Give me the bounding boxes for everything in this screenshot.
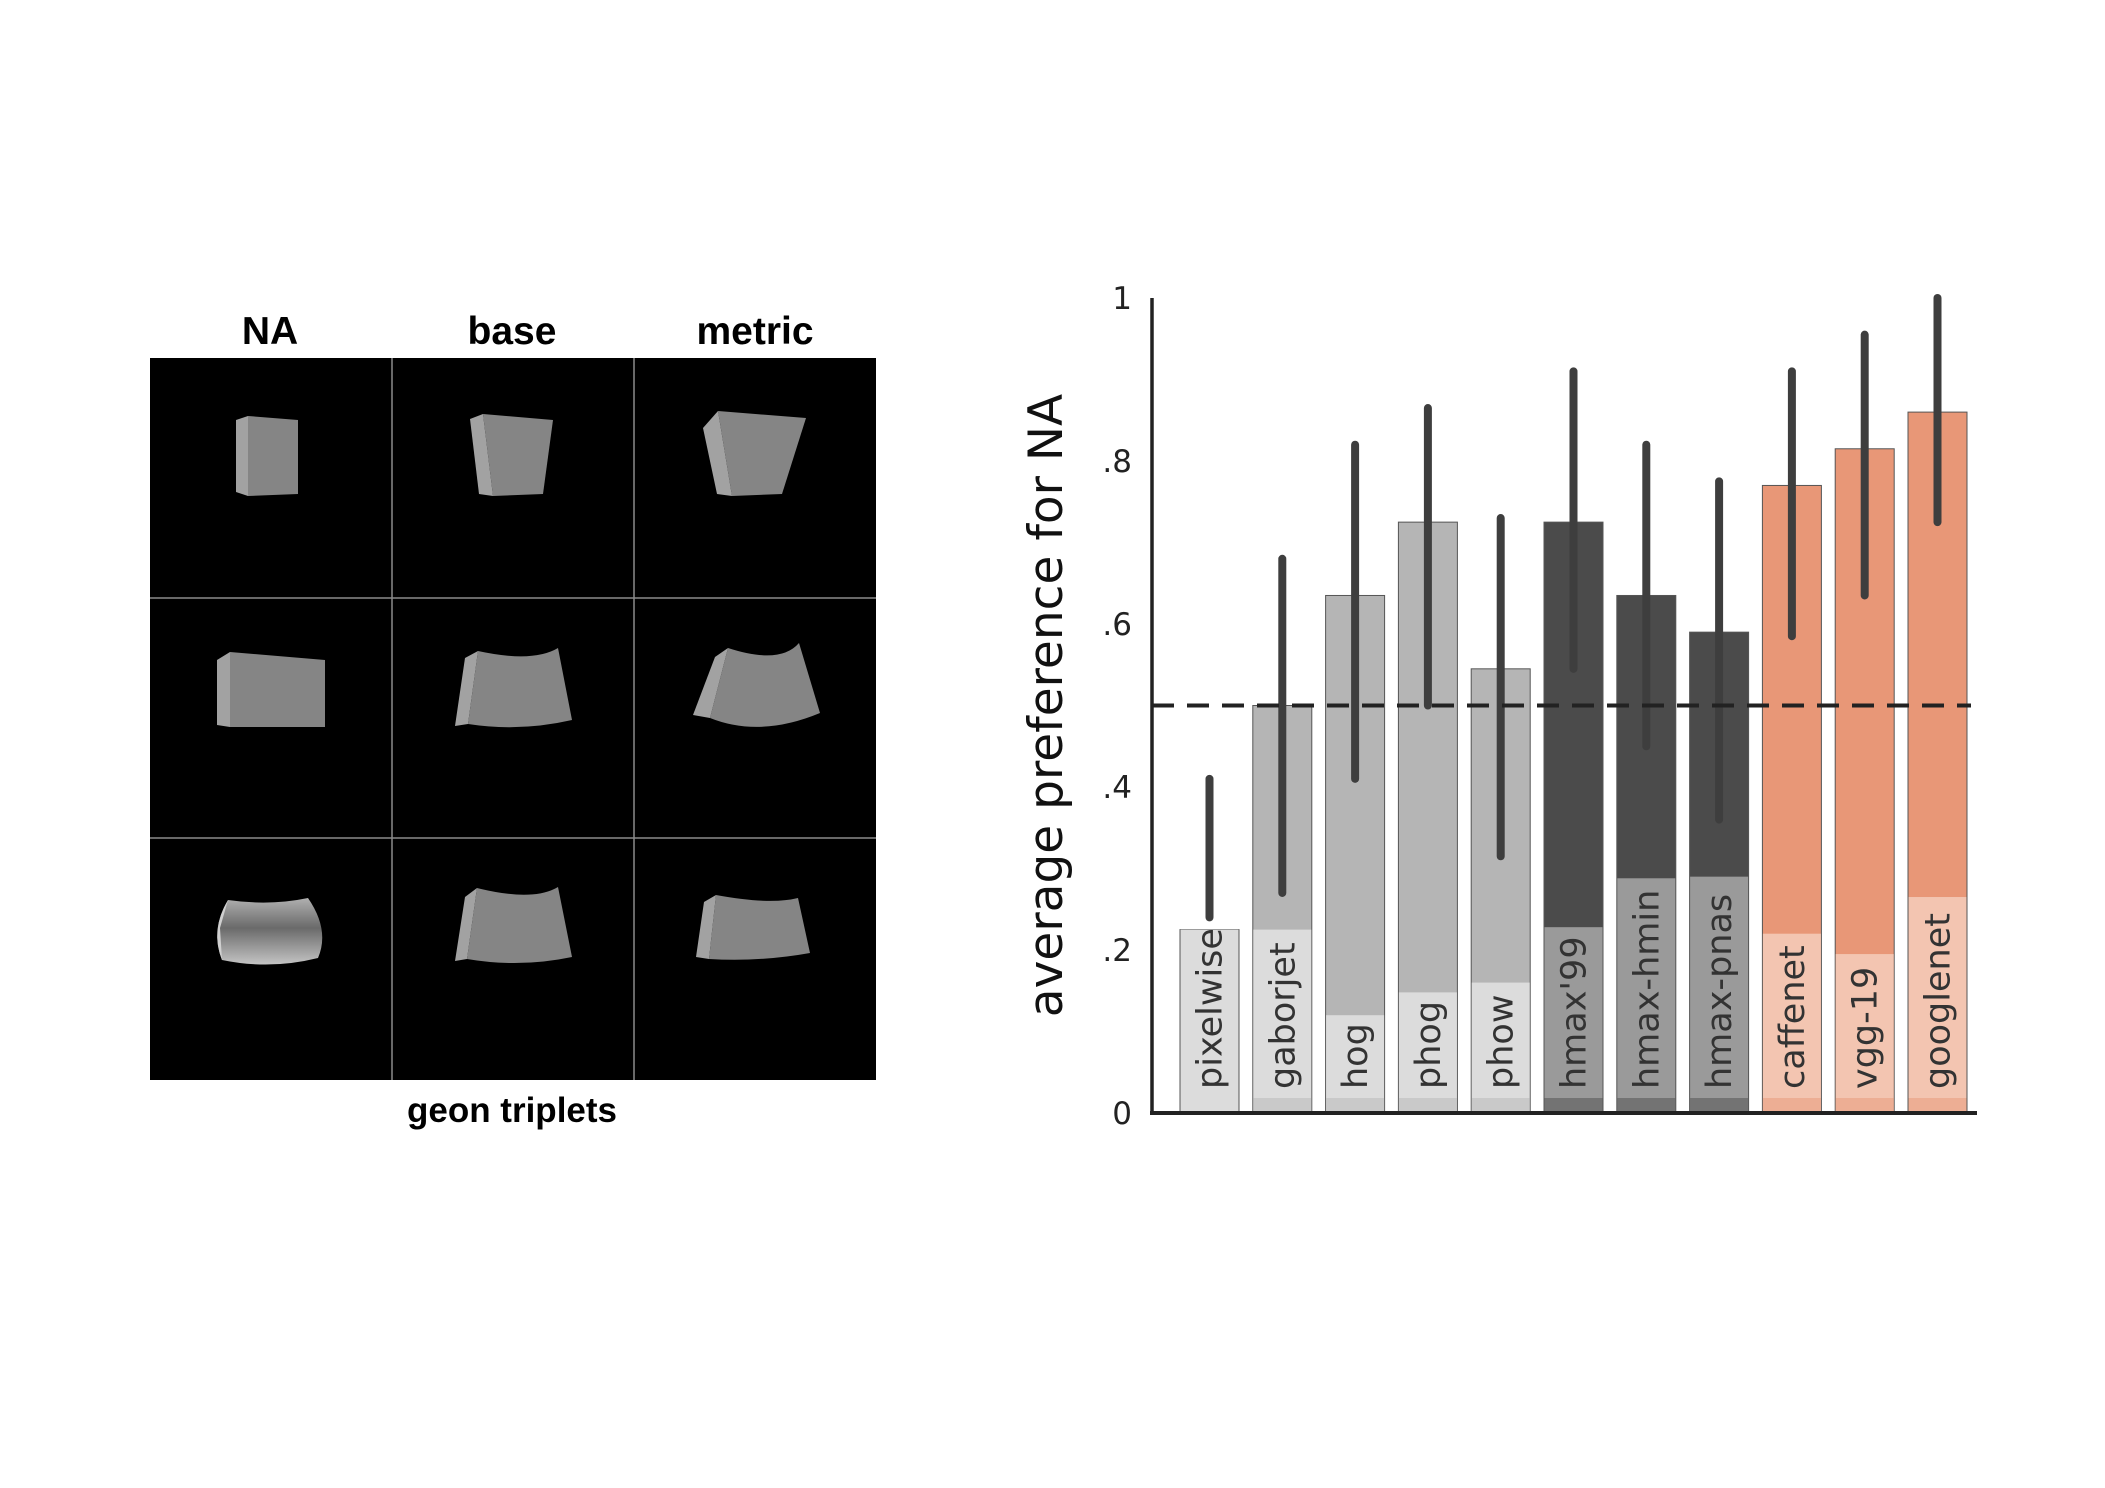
category-label-8: caffenet [1773, 945, 1813, 1089]
panel-caption: geon triplets [407, 1091, 617, 1130]
geon-row3-base [455, 887, 572, 964]
y-ticks-layer: 0 .2 .4 .6 .8 1 [1102, 281, 1132, 1132]
bar-inner-9 [1835, 954, 1894, 1113]
geon-row2-base [455, 648, 572, 728]
bar-base-4 [1471, 1098, 1530, 1113]
category-label-0: pixelwise [1191, 928, 1231, 1089]
geon-row3-na [217, 898, 323, 965]
bar-inner-6 [1617, 878, 1676, 1113]
y-tick-label-3: .6 [1102, 607, 1132, 643]
bars-layer [1179, 411, 1968, 1114]
geon-row1-na [236, 416, 298, 496]
bar-base-1 [1253, 1098, 1312, 1113]
bar-inner-0 [1180, 929, 1239, 1113]
category-label-10: googlenet [1919, 913, 1959, 1089]
category-label-6: hmax-hmin [1627, 890, 1667, 1089]
y-tick-label-5: 1 [1112, 281, 1132, 317]
bar-base-3 [1398, 1098, 1457, 1113]
bar-inner-8 [1762, 933, 1821, 1113]
bar-base-6 [1617, 1098, 1676, 1113]
bar-inner-4 [1471, 982, 1530, 1113]
y-tick-label-4: .8 [1102, 444, 1132, 480]
bar-base-5 [1544, 1098, 1603, 1113]
error-bars-layer [1205, 294, 1942, 922]
column-title-na: NA [242, 310, 298, 353]
bar-inner-7 [1690, 876, 1749, 1113]
y-tick-label-2: .4 [1102, 770, 1132, 806]
geon-row2-na [217, 652, 325, 727]
category-label-1: gaborjet [1263, 942, 1303, 1089]
bar-base-8 [1762, 1098, 1821, 1113]
bar-base-7 [1690, 1098, 1749, 1113]
geon-panel: NA base metric [150, 310, 876, 1130]
bar-inner-2 [1326, 1015, 1385, 1113]
bar-inner-10 [1908, 897, 1967, 1113]
column-title-base: base [468, 310, 557, 353]
category-label-4: phow [1482, 995, 1522, 1089]
bar-inner-1 [1253, 929, 1312, 1113]
geon-grid-lines [150, 358, 876, 1080]
geon-row3-metric [696, 895, 810, 960]
geon-row1-metric [703, 411, 806, 496]
bar-base-10 [1908, 1098, 1967, 1113]
bar-base-0 [1180, 1098, 1239, 1113]
category-label-5: hmax'99 [1555, 936, 1595, 1089]
column-title-metric: metric [696, 310, 813, 353]
y-axis-label: average preference for NA [1019, 394, 1074, 1017]
bar-inner-3 [1398, 992, 1457, 1113]
y-tick-label-0: 0 [1112, 1096, 1132, 1132]
category-labels-layer: pixelwise gaborjet hog phog phow hmax'99 hmax-… [1191, 890, 1959, 1089]
bar-chart: pixelwise gaborjet hog phog phow hmax'99 hmax-… [1019, 281, 1977, 1132]
geon-row1-base [470, 414, 553, 496]
category-label-7: hmax-pnas [1700, 894, 1740, 1089]
category-label-2: hog [1336, 1023, 1376, 1089]
geon-row2-metric [693, 643, 820, 727]
y-tick-label-1: .2 [1102, 933, 1132, 969]
bar-base-2 [1326, 1098, 1385, 1113]
category-label-9: vgg-19 [1846, 967, 1886, 1089]
bar-base-9 [1835, 1098, 1894, 1113]
category-label-3: phog [1409, 1001, 1449, 1089]
bar-inner-5 [1544, 927, 1603, 1113]
